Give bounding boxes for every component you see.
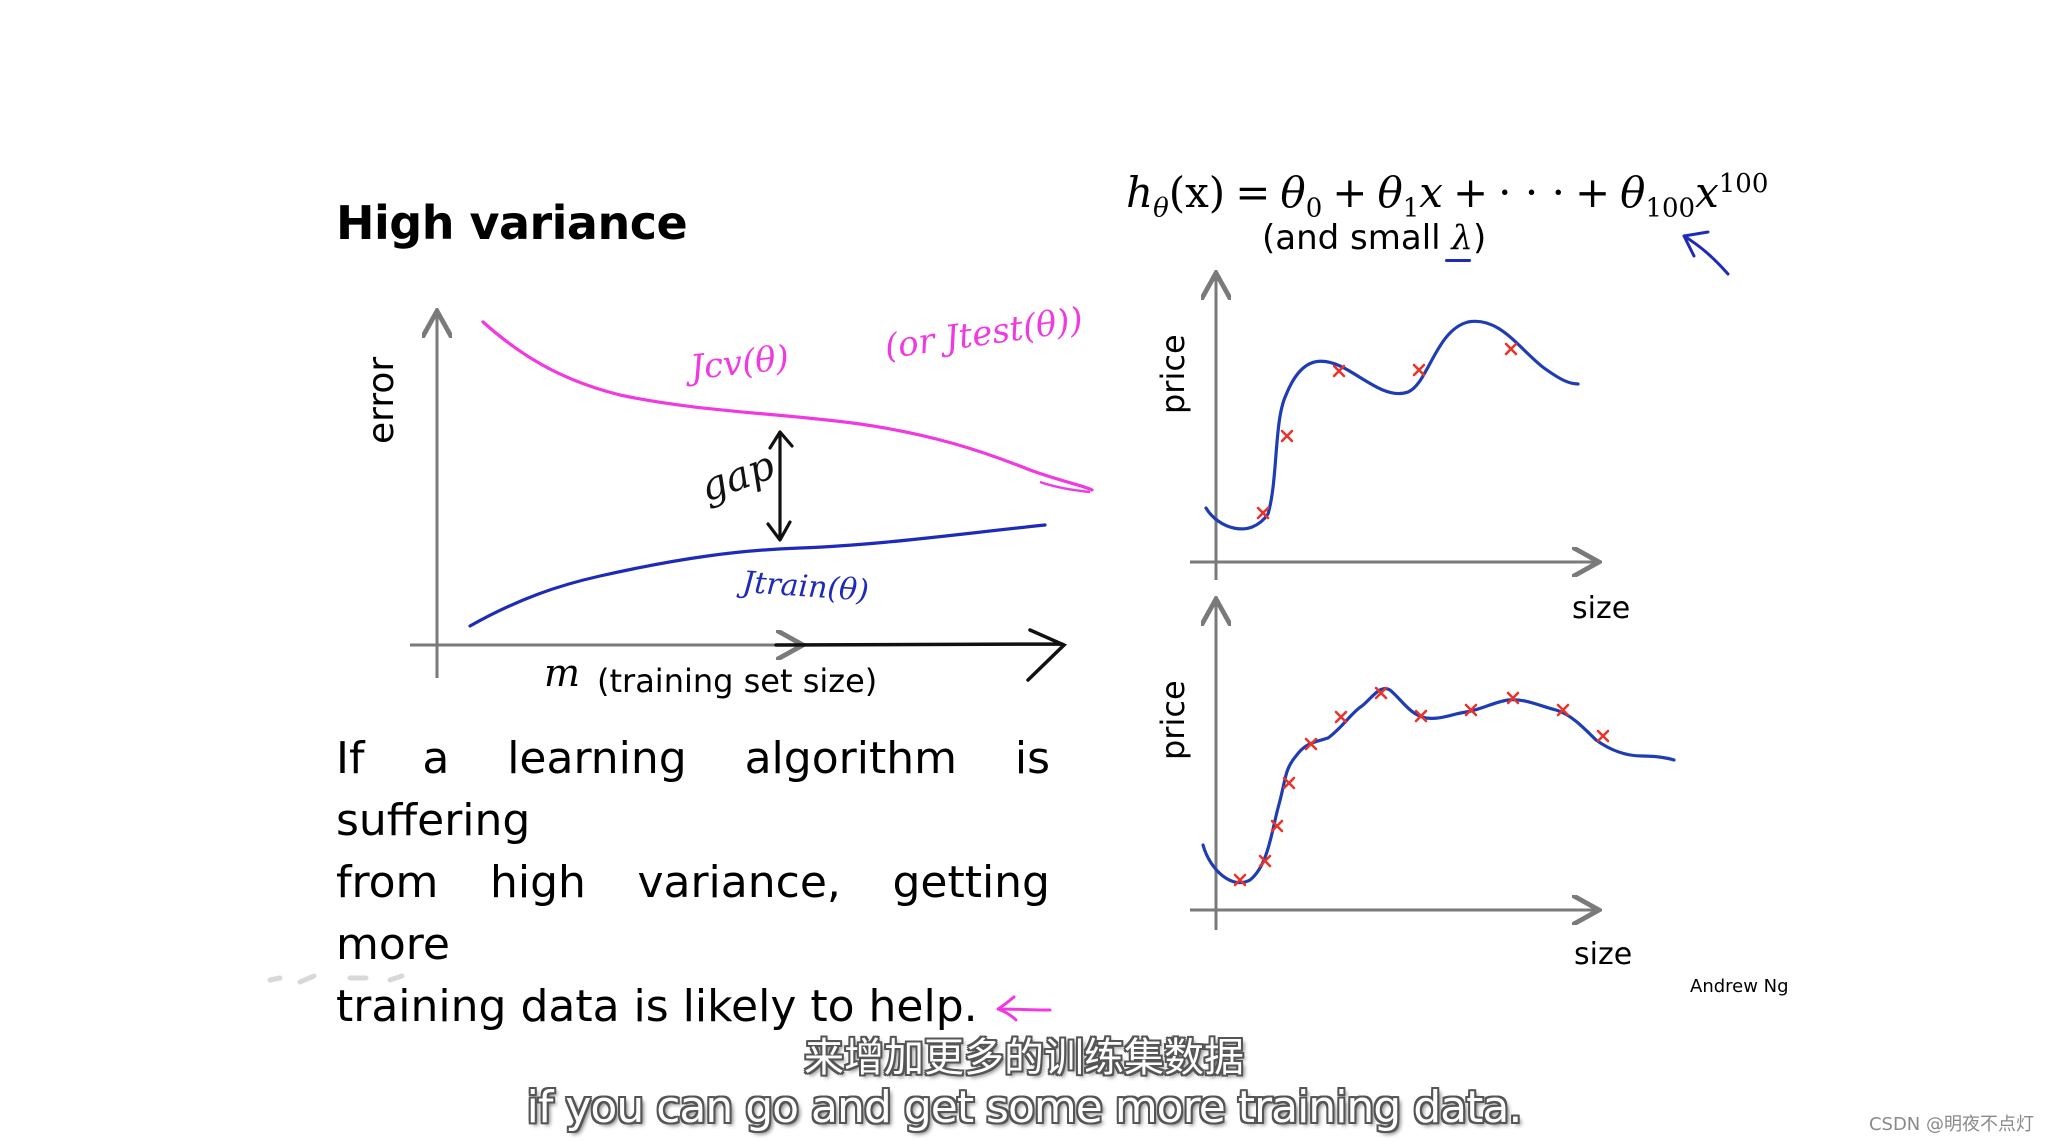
body-line-1: If a learning algorithm is suffering — [336, 733, 1050, 846]
bottom-y-label: price — [1154, 680, 1192, 760]
watermark: CSDN @明夜不点灯 — [1868, 1114, 2034, 1135]
body-statement: If a learning algorithm is suffering fro… — [336, 728, 1052, 1038]
cv-error-curve-tail — [1039, 480, 1091, 494]
gap-label: gap — [694, 442, 780, 511]
overfit-chart-top: price size — [1154, 276, 1630, 626]
formula-note-suffix: ) — [1472, 218, 1487, 258]
formula-arg: (x) — [1168, 168, 1226, 217]
x-axis-label: (training set size) — [597, 662, 877, 700]
y-axis-label: error — [361, 357, 402, 444]
formula-note-prefix: (and small — [1262, 218, 1452, 258]
pink-arrow-icon — [996, 995, 1052, 1022]
formula-theta1: θ — [1377, 168, 1403, 217]
formula-plus-1: + — [1332, 168, 1368, 217]
data-point — [1504, 342, 1518, 356]
formula-theta0: θ — [1280, 168, 1306, 217]
train-error-curve — [468, 523, 1047, 628]
faint-scribble — [267, 973, 405, 985]
formula-plus-2: + — [1452, 168, 1489, 217]
formula-eq: = — [1235, 168, 1271, 217]
author-credit: Andrew Ng — [1690, 976, 1789, 997]
data-point — [1374, 686, 1388, 700]
body-line-2: from high variance, getting more — [336, 857, 1050, 970]
annotation-arrow-icon — [1682, 230, 1730, 276]
data-point — [1412, 363, 1426, 377]
data-point — [1270, 819, 1284, 833]
body-line-3: training data is likely to help. — [336, 981, 978, 1032]
data-point — [1414, 709, 1428, 723]
data-point — [1282, 776, 1296, 790]
bottom-data-points — [1233, 686, 1610, 887]
subtitle-english: if you can go and get some more training… — [526, 1082, 1523, 1133]
data-point — [1556, 703, 1570, 717]
formula-x: x — [1419, 168, 1443, 217]
formula-x-power-base: x — [1695, 168, 1719, 217]
formula-dots: · · · — [1498, 168, 1565, 217]
data-point — [1304, 737, 1318, 751]
hypothesis-formula: hθ(x) = θ0 + θ1x + · · · + θ100x100 — [1126, 168, 1768, 223]
formula-theta100-sub: 100 — [1645, 193, 1696, 224]
data-point — [1506, 691, 1520, 705]
formula-lambda: λ — [1451, 218, 1473, 258]
top-fit-curve — [1204, 319, 1580, 531]
formula-theta100: θ — [1620, 168, 1646, 217]
top-data-points — [1256, 342, 1518, 520]
overfit-chart-bottom: price size — [1154, 602, 1676, 972]
body-line-3-wrap: training data is likely to help. — [336, 976, 1052, 1038]
top-y-label: price — [1154, 334, 1192, 414]
x-axis-hand-extension — [774, 628, 1068, 682]
top-x-label: size — [1572, 591, 1630, 626]
test-curve-label: (or Jtest(θ)) — [882, 300, 1085, 367]
bottom-fit-curve — [1201, 687, 1676, 885]
data-point — [1280, 429, 1294, 443]
slide-title: High variance — [336, 196, 688, 250]
cv-error-curve — [481, 320, 1094, 492]
formula-power: 100 — [1718, 169, 1769, 199]
data-point — [1233, 873, 1247, 887]
x-axis-var: m — [544, 651, 580, 695]
bottom-x-label: size — [1574, 937, 1632, 972]
cv-curve-label: Jcv(θ) — [682, 338, 790, 389]
data-point — [1256, 506, 1270, 520]
formula-h: h — [1126, 168, 1154, 217]
formula-theta0-sub: 0 — [1305, 193, 1323, 224]
formula-theta1-sub: 1 — [1402, 193, 1420, 224]
learning-curve-chart: error m (training set size) gap Jcv(θ) (… — [361, 300, 1094, 700]
data-point — [1464, 703, 1478, 717]
data-point — [1334, 710, 1348, 724]
data-point — [1332, 364, 1346, 378]
gap-arrow — [766, 430, 794, 542]
formula-note: (and small λ) — [1262, 218, 1486, 258]
data-point — [1258, 854, 1272, 868]
formula-plus-3: + — [1574, 168, 1611, 217]
data-point — [1596, 729, 1610, 743]
train-curve-label: Jtrain(θ) — [735, 565, 870, 609]
subtitle-chinese: 来增加更多的训练集数据 — [804, 1035, 1244, 1081]
formula-h-sub: θ — [1153, 193, 1169, 224]
